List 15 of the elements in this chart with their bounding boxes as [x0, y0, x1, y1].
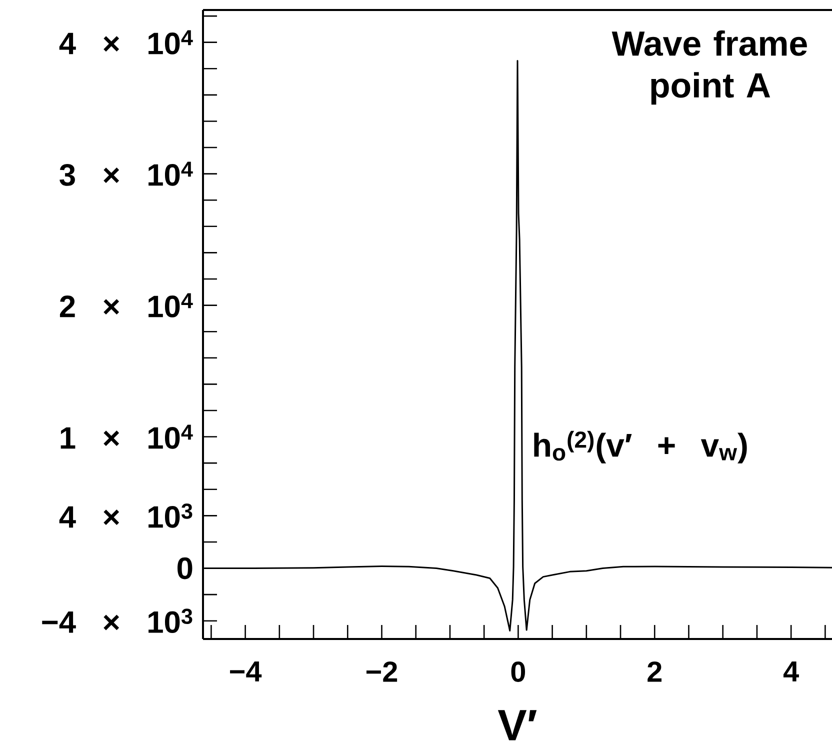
x-axis-title: V′ — [498, 710, 537, 740]
x-tick-label: 2 — [648, 662, 662, 682]
series-label: h$_{o}$$^{(2)}$(v′ + v$_{w}$) — [534, 430, 747, 464]
y-tick-label: −4 × 10$^{3}$ — [42, 608, 192, 634]
y-tick-label: 2 × 10$^{4}$ — [60, 293, 193, 318]
y-tick-label: 4 × 10$^{4}$ — [59, 30, 193, 54]
x-tick-label: −4 — [230, 662, 262, 682]
y-tick-label: 4 × 10$^{3}$ — [59, 503, 192, 528]
x-tick-label: −2 — [366, 662, 398, 682]
y-tick-label: 1 × 10$^{4}$ — [60, 424, 193, 449]
y-tick-label: 0 — [178, 557, 192, 580]
x-tick-label: 4 — [783, 662, 799, 682]
annotation: Wave frame point A — [612, 30, 807, 105]
y-tick-label: 3 × 10$^{4}$ — [60, 162, 193, 186]
x-tick-label: 0 — [511, 662, 526, 682]
